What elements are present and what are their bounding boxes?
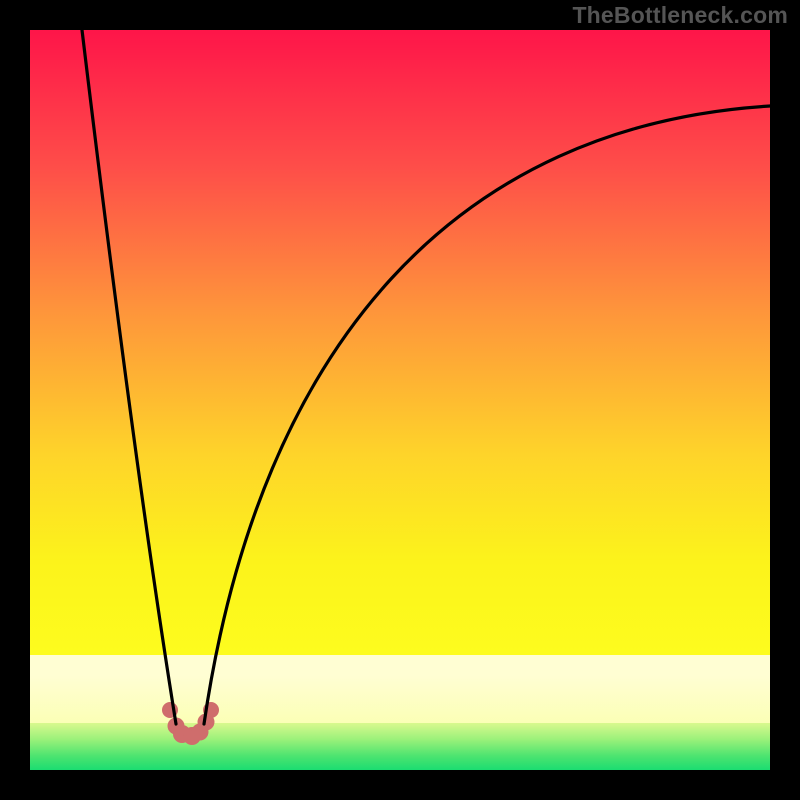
curve-path	[82, 30, 770, 724]
watermark: TheBottleneck.com	[572, 2, 788, 29]
bottleneck-curve	[30, 30, 770, 770]
valley-marker	[162, 702, 219, 745]
plot-area	[30, 30, 770, 770]
